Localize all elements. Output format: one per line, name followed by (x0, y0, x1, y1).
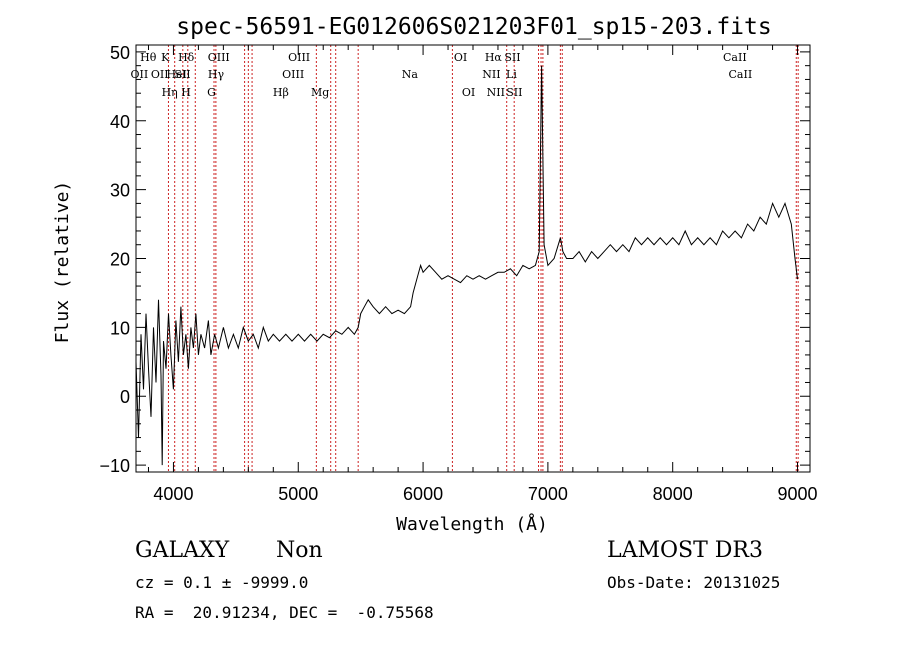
x-tick-label: 8000 (653, 484, 693, 504)
line-label: Hη (162, 86, 178, 99)
object-subclass: Non (276, 538, 323, 563)
line-label: OIII (288, 51, 310, 64)
line-label: SII (174, 68, 190, 81)
line-label: CaII (729, 68, 753, 81)
line-label: CaII (723, 51, 747, 64)
line-label: Mg (311, 86, 329, 99)
y-tick-label: 50 (110, 43, 130, 63)
x-axis-ticks: 4000 5000 6000 7000 8000 9000 (147, 45, 818, 504)
line-label: K (161, 51, 170, 64)
line-label: Hα (485, 51, 503, 64)
y-tick-label: 20 (110, 250, 130, 270)
spectrum-line (135, 65, 798, 466)
line-label: OI (454, 51, 467, 64)
x-tick-label: 5000 (278, 484, 318, 504)
line-label: SII (504, 51, 520, 64)
line-label: Na (402, 68, 419, 81)
line-label: OIII (282, 68, 304, 81)
y-tick-label: 0 (120, 387, 130, 407)
redshift-cz: cz = 0.1 ± -9999.0 (135, 573, 309, 592)
line-label: Hθ (140, 51, 157, 64)
x-tick-label: 6000 (403, 484, 443, 504)
line-label: OII (151, 68, 169, 81)
object-class: GALAXY (135, 538, 230, 563)
x-tick-label: 4000 (153, 484, 193, 504)
line-markers (167, 45, 799, 472)
line-label: SII (506, 86, 522, 99)
line-label: Hβ (273, 86, 289, 99)
line-label: Hδ (178, 51, 195, 64)
line-label: OI (462, 86, 475, 99)
x-tick-label: 9000 (777, 484, 817, 504)
line-label: HeI (166, 68, 186, 81)
y-axis-label: Flux (relative) (52, 181, 73, 344)
survey-name: LAMOST DR3 (607, 538, 763, 563)
y-tick-label: −10 (99, 456, 130, 476)
line-label: OII (131, 68, 149, 81)
chart-title: spec-56591-EG012606S021203F01_sp15-203.f… (176, 14, 771, 40)
y-axis-ticks: −10 0 10 20 30 40 50 (99, 43, 810, 476)
y-tick-label: 30 (110, 181, 130, 201)
line-label: OIII (208, 51, 230, 64)
x-axis-label: Wavelength (Å) (396, 513, 548, 535)
line-label: NII (487, 86, 505, 99)
obs-date: Obs-Date: 20131025 (607, 573, 781, 592)
line-label: H (181, 86, 191, 99)
ra-dec: RA = 20.91234, DEC = -0.75568 (135, 603, 434, 622)
line-labels: OII Hθ OII Hη K HeI H SII Hδ OIII Hγ G Hβ OIII OIII Mg N… (131, 51, 753, 99)
line-label: NII (482, 68, 500, 81)
line-label: Hγ (208, 68, 225, 81)
plot-frame (135, 44, 811, 473)
line-label: Li (506, 68, 517, 81)
y-tick-label: 10 (110, 318, 130, 338)
y-tick-label: 40 (110, 112, 130, 132)
x-tick-label: 7000 (528, 484, 568, 504)
line-label: G (207, 86, 216, 99)
